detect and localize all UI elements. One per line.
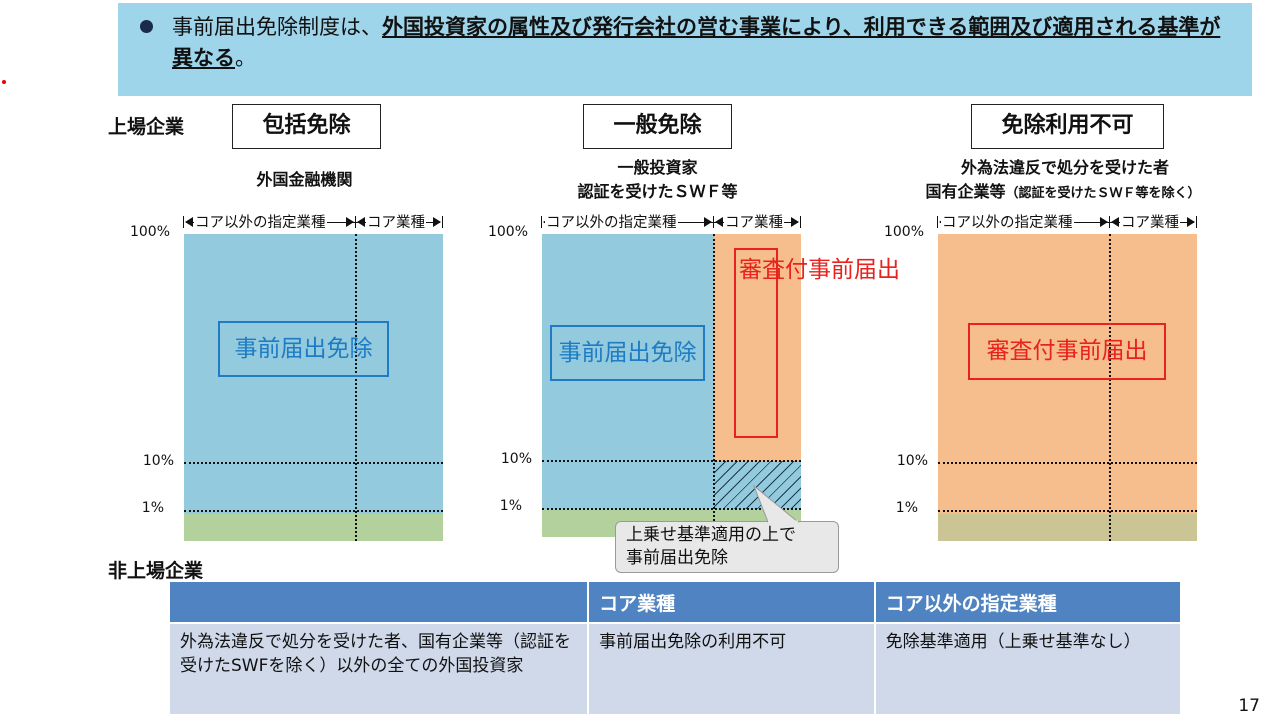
panel2-tick-right: [800, 216, 801, 228]
slide-marker-dot: [2, 80, 6, 84]
panel3-below-1pct-region: [938, 514, 1197, 541]
panel1-main-label: 事前届出免除: [218, 321, 389, 377]
panel2-vertical-label: 審査付事前届出: [739, 257, 900, 283]
panel3-pct-1: 1%: [895, 500, 918, 516]
panel2-col-label-core: コア業種: [724, 211, 784, 232]
panel2-1pct-line: [542, 508, 801, 510]
panel3-col-label-noncore: コア以外の指定業種: [941, 211, 1074, 232]
panel2-pct-1: 1%: [499, 498, 522, 514]
callout-note: 上乗せ基準適用の上で 事前届出免除: [615, 521, 839, 573]
panel3-subtitle-main: 国有企業等: [925, 182, 1006, 201]
panel2-tick-left: [541, 216, 542, 228]
summary-text-emphasis: 外国投資家の属性及び発行会社の営む事業により、利用できる範囲及び適用される基準が…: [172, 15, 1221, 70]
panel1-below-1pct-region: [184, 514, 443, 541]
category-box-blanket: 包括免除: [232, 104, 381, 149]
table-cell-noncore: 免除基準適用（上乗せ基準なし）: [873, 622, 1183, 716]
panel2-column-divider: [713, 234, 715, 537]
bullet-icon: [140, 20, 153, 33]
table-header-row: コア業種 コア以外の指定業種: [167, 580, 1183, 624]
page-number: 17: [1238, 696, 1260, 716]
listed-heading: 上場企業: [108, 116, 185, 138]
table-header-noncore: コア以外の指定業種: [873, 580, 1183, 624]
panel3-1pct-line: [938, 510, 1197, 512]
panel1-subtitle: 外国金融機関: [256, 170, 353, 189]
table-header-core: コア業種: [587, 580, 876, 624]
panel3-10pct-line: [938, 462, 1197, 464]
summary-text-intro: 事前届出免除制度は、: [172, 15, 382, 39]
panel3-main-label: 審査付事前届出: [968, 323, 1166, 380]
panel1-exempt-region: [184, 234, 443, 514]
panel2-subtitle-line2: 認証を受けたＳＷＦ等: [577, 182, 738, 201]
panel2-exempt-region: [542, 234, 714, 509]
panel3-arrowhead-mid-left: [1100, 217, 1108, 227]
panel3-subtitle-line2: 国有企業等（認証を受けたＳＷＦ等を除く）: [868, 180, 1258, 206]
panel1-pct-100: 100%: [129, 224, 170, 240]
panel1-arrowhead-left: [185, 217, 193, 227]
panel3-subtitle-note: （認証を受けたＳＷＦ等を除く）: [1005, 186, 1201, 201]
panel3-pct-100: 100%: [883, 224, 924, 240]
unlisted-table: コア業種 コア以外の指定業種 外為法違反で処分を受けた者、国有企業等（認証を受け…: [167, 580, 1183, 716]
panel1-column-divider: [355, 234, 357, 541]
panel1-10pct-line: [184, 462, 443, 464]
summary-text-end: 。: [235, 46, 256, 70]
panel2-core-review-region: [714, 234, 801, 461]
panel1-tick-right: [442, 216, 443, 228]
panel1-arrowhead-mid-left: [346, 217, 354, 227]
panel1-col-label-core: コア業種: [366, 211, 426, 232]
table-header-investor: [167, 580, 590, 624]
panel3-tick-left: [937, 216, 938, 228]
callout-line2: 事前届出免除: [626, 548, 728, 568]
panel3-tick-right: [1196, 216, 1197, 228]
panel1-arrowhead-mid-right: [357, 217, 365, 227]
panel3-arrowhead-right: [1187, 217, 1195, 227]
callout-line1: 上乗せ基準適用の上で: [626, 525, 796, 545]
table-cell-core: 事前届出免除の利用不可: [587, 622, 876, 716]
summary-banner: [118, 3, 1252, 96]
panel3-col-label-core: コア業種: [1120, 211, 1180, 232]
panel3-column-divider: [1109, 234, 1111, 541]
table-cell-investor: 外為法違反で処分を受けた者、国有企業等（認証を受けたSWFを除く）以外の全ての外…: [167, 622, 590, 716]
category-box-not-available: 免除利用不可: [971, 104, 1164, 149]
panel2-pct-10: 10%: [500, 451, 532, 467]
panel1-arrowhead-right: [433, 217, 441, 227]
panel2-main-label: 事前届出免除: [550, 325, 705, 381]
summary-text: 事前届出免除制度は、外国投資家の属性及び発行会社の営む事業により、利用できる範囲…: [172, 12, 1232, 74]
panel1-1pct-line: [184, 510, 443, 512]
panel1-tick-left: [183, 216, 184, 228]
callout-pointer: [752, 484, 800, 524]
panel1-col-label-noncore: コア以外の指定業種: [194, 211, 327, 232]
panel1-pct-10: 10%: [142, 453, 174, 469]
category-box-general: 一般免除: [583, 104, 732, 149]
panel2-arrowhead-mid-left: [704, 217, 712, 227]
panel2-hatched-region: [714, 461, 801, 509]
panel1-pct-1: 1%: [141, 500, 164, 516]
panel2-arrowhead-mid-right: [715, 217, 723, 227]
panel2-arrowhead-right: [791, 217, 799, 227]
panel2-vertical-label-box: 審査付事前届出: [734, 248, 900, 438]
panel2-col-label-noncore: コア以外の指定業種: [545, 211, 678, 232]
panel3-review-region: [938, 234, 1197, 514]
panel2-subtitle-line1: 一般投資家: [617, 158, 698, 177]
table-row: 外為法違反で処分を受けた者、国有企業等（認証を受けたSWFを除く）以外の全ての外…: [167, 622, 1183, 716]
panel3-pct-10: 10%: [896, 453, 928, 469]
panel2-10pct-line: [542, 460, 801, 462]
panel3-arrowhead-mid-right: [1111, 217, 1119, 227]
panel2-pct-100: 100%: [487, 224, 528, 240]
unlisted-heading: 非上場企業: [108, 560, 204, 582]
panel3-subtitle-line1: 外為法違反で処分を受けた者: [960, 158, 1169, 177]
